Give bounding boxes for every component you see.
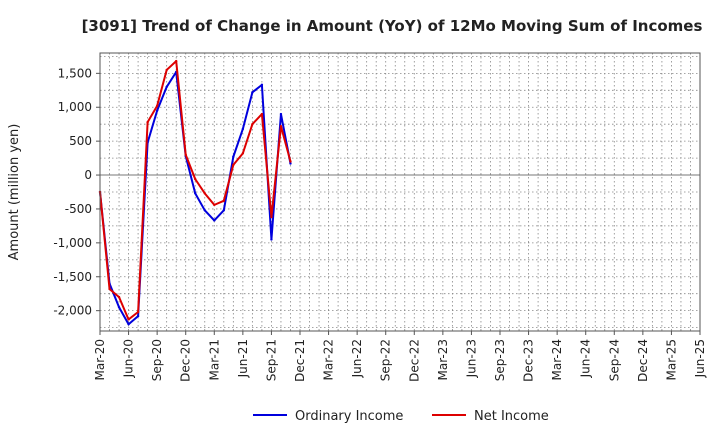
data-point <box>279 125 283 128</box>
data-point <box>174 59 178 63</box>
data-point <box>127 323 130 326</box>
data-point <box>232 155 235 158</box>
x-tick-label: Sep-24 <box>607 339 621 381</box>
x-tick-label: Mar-21 <box>207 339 221 380</box>
y-tick-label: 1,000 <box>58 100 92 114</box>
data-point <box>222 199 226 203</box>
x-tick-label: Sep-22 <box>379 339 393 381</box>
data-point <box>165 85 168 89</box>
x-tick-label: Sep-23 <box>493 339 507 381</box>
x-tick-label: Dec-23 <box>522 339 536 382</box>
data-point <box>232 163 235 167</box>
data-point <box>155 104 159 108</box>
x-tick-label: Dec-24 <box>636 339 650 382</box>
data-point <box>251 122 254 126</box>
data-point <box>117 295 121 299</box>
x-tick-label: Mar-25 <box>664 339 678 380</box>
chart-title: [3091] Trend of Change in Amount (YoY) o… <box>82 17 703 35</box>
x-tick-label: Dec-22 <box>407 339 421 382</box>
legend-label: Ordinary Income <box>295 409 403 424</box>
y-tick-label: 0 <box>84 168 92 182</box>
x-tick-label: Mar-22 <box>322 339 336 380</box>
x-tick-label: Sep-20 <box>150 339 164 381</box>
data-point <box>194 192 197 195</box>
y-tick-label: 1,500 <box>58 66 92 80</box>
x-tick-label: Sep-21 <box>264 339 278 381</box>
data-point <box>184 153 187 156</box>
y-tick-label: -500 <box>65 202 92 216</box>
data-point <box>289 162 292 165</box>
x-tick-label: Jun-20 <box>122 339 136 378</box>
data-point <box>251 91 254 94</box>
data-point <box>289 160 292 163</box>
data-point <box>136 310 140 314</box>
legend: Ordinary Income Net Income <box>253 409 549 424</box>
x-tick-label: Mar-20 <box>93 339 107 380</box>
data-point <box>146 120 149 124</box>
data-point <box>241 152 245 155</box>
data-point <box>241 127 245 131</box>
data-point <box>165 68 168 72</box>
y-tick-label: -1,000 <box>53 236 92 250</box>
data-point <box>194 177 197 181</box>
x-tick-label: Jun-21 <box>236 339 250 378</box>
data-point <box>108 287 111 291</box>
legend-label: Net Income <box>474 409 549 424</box>
x-tick-label: Jun-22 <box>350 339 364 378</box>
x-tick-label: Dec-21 <box>293 339 307 382</box>
data-point <box>127 318 130 321</box>
data-point <box>117 306 121 309</box>
plot-frame <box>99 52 701 332</box>
data-point <box>213 219 216 222</box>
data-point <box>260 83 264 87</box>
data-point <box>279 112 283 116</box>
data-point <box>203 209 206 212</box>
y-axis-label: Amount (million yen) <box>7 124 22 261</box>
data-point <box>203 192 206 195</box>
axes: -2,000 -1,500 -1,000 -500 0 500 1,000 1,500 Mar-… <box>53 66 707 381</box>
grid <box>100 53 700 331</box>
data-point <box>270 238 273 241</box>
y-tick-label: -2,000 <box>53 304 92 318</box>
data-point <box>136 314 140 318</box>
data-point <box>222 209 226 212</box>
data-point <box>213 203 216 207</box>
data-point <box>260 112 264 116</box>
x-tick-label: Jun-23 <box>464 339 478 378</box>
x-tick-label: Dec-20 <box>179 339 193 382</box>
y-tick-label: -1,500 <box>53 270 92 284</box>
x-tick-label: Mar-24 <box>550 339 564 380</box>
series-lines <box>98 59 292 326</box>
data-point <box>270 215 273 219</box>
y-tick-label: 500 <box>69 134 92 148</box>
x-tick-label: Jun-24 <box>579 339 593 378</box>
data-point <box>155 109 159 112</box>
x-tick-label: Mar-23 <box>436 339 450 380</box>
x-tick-label: Jun-25 <box>693 339 707 378</box>
